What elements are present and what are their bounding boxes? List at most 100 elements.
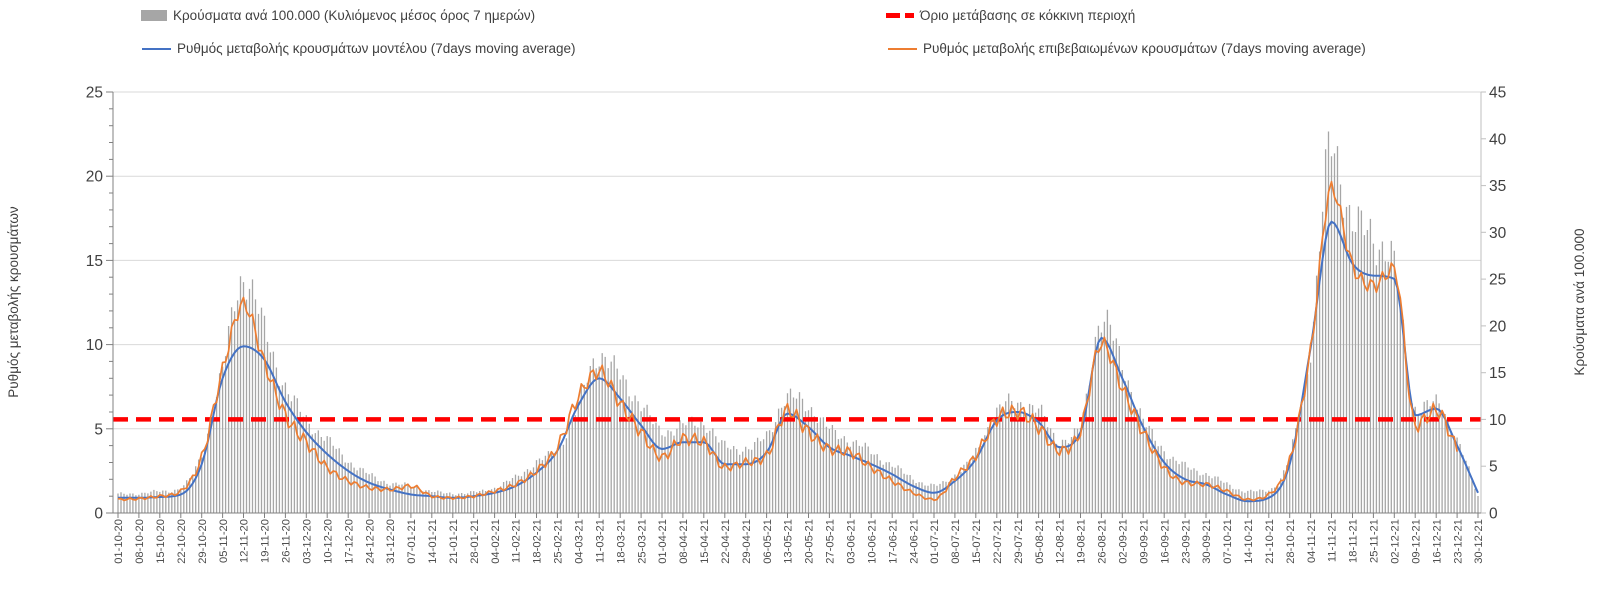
svg-text:17-12-20: 17-12-20 [343, 519, 355, 564]
model-rate-line [118, 220, 1479, 503]
svg-text:20: 20 [86, 169, 104, 186]
legend-label-confirmed-rate: Ρυθμός μεταβολής επιβεβαιωμένων κρουσμάτ… [923, 41, 1366, 56]
svg-text:04-02-21: 04-02-21 [490, 519, 502, 564]
svg-text:22-07-21: 22-07-21 [992, 519, 1004, 564]
svg-text:02-12-21: 02-12-21 [1390, 519, 1402, 564]
svg-text:12-08-21: 12-08-21 [1055, 519, 1067, 564]
svg-text:0: 0 [1489, 506, 1498, 523]
svg-text:14-01-21: 14-01-21 [427, 519, 439, 564]
svg-text:22-10-20: 22-10-20 [176, 519, 188, 564]
confirmed-rate-line [117, 180, 1458, 502]
svg-text:11-11-21: 11-11-21 [1327, 519, 1339, 562]
left-axis-tick-labels: 0 5 10 15 20 25 [86, 85, 104, 523]
svg-text:10-12-20: 10-12-20 [322, 519, 334, 564]
svg-text:01-10-20: 01-10-20 [113, 519, 125, 564]
svg-text:21-01-21: 21-01-21 [448, 519, 460, 564]
axes [106, 91, 1486, 518]
svg-text:18-03-21: 18-03-21 [615, 519, 627, 564]
svg-text:06-05-21: 06-05-21 [762, 519, 774, 564]
svg-text:04-11-21: 04-11-21 [1306, 519, 1318, 563]
left-axis-title: Ρυθμός μεταβολής κρουσμάτων [6, 206, 21, 398]
svg-text:14-10-21: 14-10-21 [1243, 519, 1255, 564]
svg-text:35: 35 [1489, 178, 1506, 195]
svg-text:29-07-21: 29-07-21 [1013, 519, 1025, 564]
svg-text:16-09-21: 16-09-21 [1159, 519, 1171, 564]
svg-text:30-09-21: 30-09-21 [1201, 519, 1213, 564]
svg-text:23-12-21: 23-12-21 [1452, 519, 1464, 564]
svg-text:26-08-21: 26-08-21 [1097, 519, 1109, 564]
legend-item-threshold: Όριο μετάβασης σε κόκκινη περιοχή [886, 8, 1135, 23]
svg-text:18-11-21: 18-11-21 [1348, 519, 1360, 563]
svg-text:5: 5 [94, 421, 103, 438]
svg-text:15: 15 [1489, 365, 1506, 382]
svg-text:09-12-21: 09-12-21 [1410, 519, 1422, 564]
legend-item-model-rate: Ρυθμός μεταβολής κρουσμάτων μοντέλου (7d… [142, 41, 576, 56]
svg-text:40: 40 [1489, 131, 1507, 148]
confirmed-line-swatch-icon [888, 47, 917, 50]
svg-text:19-08-21: 19-08-21 [1076, 519, 1088, 564]
svg-text:22-04-21: 22-04-21 [720, 519, 732, 564]
svg-text:16-12-21: 16-12-21 [1431, 519, 1443, 564]
svg-text:25-11-21: 25-11-21 [1369, 519, 1381, 563]
legend-item-cases-bars: Κρούσματα ανά 100.000 (Κυλιόμενος μέσος … [141, 8, 535, 23]
svg-text:08-07-21: 08-07-21 [950, 519, 962, 564]
svg-text:08-04-21: 08-04-21 [678, 519, 690, 564]
bar-series-swatch-icon [141, 10, 167, 21]
right-axis-tick-labels: 0 5 10 15 20 25 30 35 40 45 [1489, 85, 1507, 523]
svg-text:07-01-21: 07-01-21 [406, 519, 418, 564]
svg-text:07-10-21: 07-10-21 [1222, 519, 1234, 564]
svg-text:30: 30 [1489, 225, 1507, 242]
svg-text:25-02-21: 25-02-21 [553, 519, 565, 564]
svg-text:01-04-21: 01-04-21 [657, 519, 669, 564]
svg-text:02-09-21: 02-09-21 [1118, 519, 1130, 564]
svg-text:10: 10 [1489, 412, 1507, 429]
legend-label-threshold: Όριο μετάβασης σε κόκκινη περιοχή [920, 8, 1136, 23]
svg-text:25: 25 [86, 85, 103, 102]
svg-text:15: 15 [86, 253, 103, 270]
svg-text:24-12-20: 24-12-20 [364, 519, 376, 564]
svg-text:17-06-21: 17-06-21 [887, 519, 899, 564]
svg-text:21-10-21: 21-10-21 [1264, 519, 1276, 564]
svg-text:25-03-21: 25-03-21 [636, 519, 648, 564]
svg-text:10-06-21: 10-06-21 [866, 519, 878, 564]
svg-text:09-09-21: 09-09-21 [1138, 519, 1150, 564]
svg-text:23-09-21: 23-09-21 [1180, 519, 1192, 564]
legend-label-cases-bars: Κρούσματα ανά 100.000 (Κυλιόμενος μέσος … [173, 8, 536, 23]
svg-text:15-07-21: 15-07-21 [971, 519, 983, 564]
svg-text:11-03-21: 11-03-21 [594, 519, 606, 563]
svg-text:04-03-21: 04-03-21 [574, 519, 586, 564]
svg-text:28-01-21: 28-01-21 [469, 519, 481, 564]
threshold-dash-swatch-icon [886, 13, 914, 18]
svg-text:29-04-21: 29-04-21 [741, 519, 753, 564]
svg-text:08-10-20: 08-10-20 [134, 519, 146, 564]
svg-text:18-02-21: 18-02-21 [532, 519, 544, 564]
svg-text:11-02-21: 11-02-21 [511, 519, 523, 563]
svg-text:28-10-21: 28-10-21 [1285, 519, 1297, 564]
x-axis-tick-labels: 01-10-20 08-10-20 15-10-20 22-10-20 29-10-20… [113, 519, 1485, 564]
svg-text:0: 0 [94, 506, 103, 523]
svg-text:5: 5 [1489, 459, 1498, 476]
svg-text:25: 25 [1489, 272, 1506, 289]
svg-text:45: 45 [1489, 85, 1506, 102]
model-line-swatch-icon [142, 47, 171, 50]
svg-text:03-12-20: 03-12-20 [302, 519, 314, 564]
svg-text:31-12-20: 31-12-20 [385, 519, 397, 564]
svg-text:30-12-21: 30-12-21 [1473, 519, 1485, 564]
svg-text:03-06-21: 03-06-21 [846, 519, 858, 564]
svg-text:19-11-20: 19-11-20 [260, 519, 272, 563]
svg-text:20: 20 [1489, 318, 1507, 335]
right-axis-title: Κρούσματα ανά 100.000 [1572, 228, 1587, 376]
gridlines [113, 91, 1481, 430]
svg-text:13-05-21: 13-05-21 [783, 519, 795, 564]
svg-text:26-11-20: 26-11-20 [281, 519, 293, 563]
svg-text:20-05-21: 20-05-21 [804, 519, 816, 564]
svg-text:10: 10 [86, 337, 104, 354]
legend-label-model-rate: Ρυθμός μεταβολής κρουσμάτων μοντέλου (7d… [177, 41, 576, 56]
svg-text:24-06-21: 24-06-21 [908, 519, 920, 564]
svg-text:29-10-20: 29-10-20 [197, 519, 209, 564]
bar-series-cases-per-100k [117, 131, 1479, 513]
svg-text:01-07-21: 01-07-21 [929, 519, 941, 564]
svg-text:12-11-20: 12-11-20 [239, 519, 251, 563]
